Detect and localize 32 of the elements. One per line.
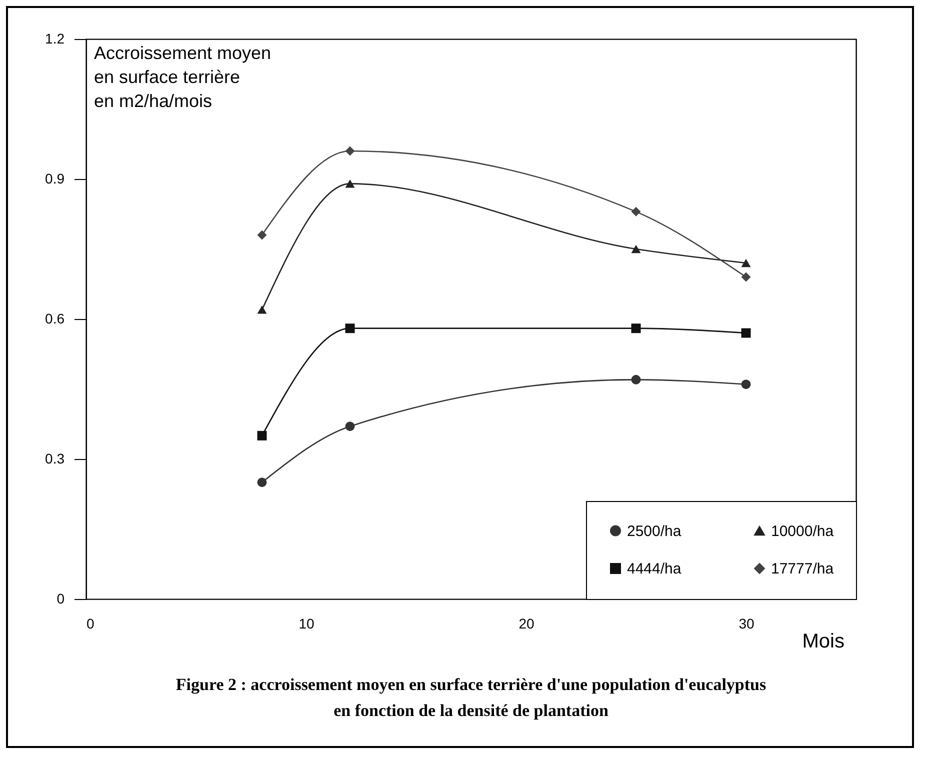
point bbox=[631, 206, 641, 216]
text: Figure 2 : accroissement moyen en surface terrière d'une population d'eucalyptus en fonction de la densité de plantation bbox=[176, 675, 766, 720]
x-tick-label: 20 bbox=[518, 616, 534, 632]
point bbox=[345, 324, 355, 334]
point bbox=[257, 430, 267, 440]
x-tick-label: 30 bbox=[738, 616, 754, 632]
point bbox=[631, 324, 641, 334]
point bbox=[257, 230, 267, 240]
point bbox=[257, 306, 267, 314]
x-tick-label: 0 bbox=[86, 616, 94, 632]
y-tick-label: 0 bbox=[56, 590, 65, 606]
point bbox=[257, 478, 267, 488]
point bbox=[345, 146, 355, 156]
x-axis-title: Mois bbox=[802, 630, 844, 652]
legend-label: 4444/ha bbox=[627, 560, 682, 578]
legend-label: 17777/ha bbox=[771, 560, 834, 578]
y-tick-label: 0.9 bbox=[45, 170, 65, 186]
legend-label: 2500/ha bbox=[627, 522, 682, 540]
point bbox=[741, 258, 751, 268]
y-tick-label: 1.2 bbox=[45, 30, 65, 46]
point bbox=[631, 374, 641, 384]
point bbox=[345, 422, 355, 432]
point bbox=[631, 244, 641, 254]
point bbox=[741, 328, 751, 338]
legend-label: 10000/ha bbox=[771, 522, 834, 540]
y-tick-label: 0.3 bbox=[45, 450, 65, 466]
y-axis-title: Accroissement moyen en surface terrière en m2/ha/mois bbox=[94, 43, 272, 111]
y-tick-label: 0.6 bbox=[45, 310, 65, 326]
point bbox=[741, 272, 751, 282]
point bbox=[741, 380, 751, 390]
point bbox=[345, 180, 355, 188]
x-tick-label: 10 bbox=[298, 616, 314, 632]
